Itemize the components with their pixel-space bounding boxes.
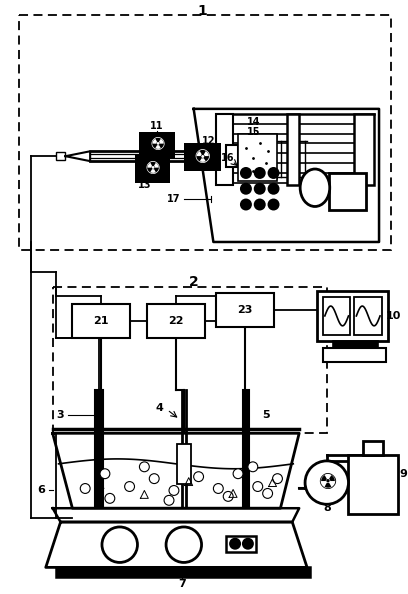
Circle shape bbox=[230, 539, 240, 549]
Text: 1: 1 bbox=[197, 4, 207, 18]
Circle shape bbox=[248, 462, 258, 472]
Bar bbox=[72, 304, 130, 337]
Circle shape bbox=[233, 469, 243, 479]
Text: 15: 15 bbox=[247, 127, 261, 137]
Circle shape bbox=[268, 184, 279, 194]
Circle shape bbox=[194, 472, 204, 482]
Text: 7: 7 bbox=[178, 579, 186, 589]
Bar bbox=[140, 131, 175, 159]
Text: 8: 8 bbox=[323, 503, 330, 513]
Text: 10: 10 bbox=[386, 311, 401, 321]
Text: 16: 16 bbox=[222, 153, 235, 163]
Circle shape bbox=[255, 200, 265, 210]
Bar bbox=[243, 390, 249, 506]
Text: 5: 5 bbox=[262, 409, 269, 419]
Polygon shape bbox=[194, 109, 379, 242]
Bar bbox=[323, 349, 386, 362]
Text: 6: 6 bbox=[37, 485, 45, 495]
Bar bbox=[333, 340, 378, 349]
Circle shape bbox=[125, 482, 135, 491]
Bar bbox=[147, 304, 204, 337]
Bar bbox=[135, 155, 170, 183]
Circle shape bbox=[241, 200, 251, 210]
Circle shape bbox=[268, 168, 279, 178]
Polygon shape bbox=[46, 522, 307, 567]
Bar bbox=[348, 455, 398, 514]
Bar bbox=[184, 143, 221, 171]
Polygon shape bbox=[53, 433, 299, 508]
Circle shape bbox=[80, 484, 90, 494]
Ellipse shape bbox=[300, 169, 330, 207]
Bar bbox=[287, 114, 299, 185]
Text: 23: 23 bbox=[237, 305, 253, 315]
Text: ☢: ☢ bbox=[149, 137, 165, 154]
Circle shape bbox=[255, 184, 265, 194]
Bar bbox=[363, 441, 383, 455]
Circle shape bbox=[164, 495, 174, 505]
Bar bbox=[323, 297, 350, 334]
Circle shape bbox=[241, 184, 251, 194]
Text: 11: 11 bbox=[151, 121, 164, 131]
Bar bbox=[355, 297, 382, 334]
Polygon shape bbox=[65, 151, 90, 161]
Circle shape bbox=[102, 527, 137, 563]
Bar bbox=[177, 444, 191, 484]
Text: 13: 13 bbox=[137, 180, 151, 190]
Text: ☢: ☢ bbox=[144, 160, 160, 178]
Text: 3: 3 bbox=[57, 409, 64, 419]
Text: 2: 2 bbox=[189, 276, 199, 289]
Circle shape bbox=[223, 491, 233, 501]
Text: 14: 14 bbox=[247, 116, 261, 127]
Circle shape bbox=[140, 462, 149, 472]
Text: 12: 12 bbox=[202, 137, 215, 146]
Bar bbox=[95, 390, 103, 506]
Circle shape bbox=[105, 494, 115, 503]
Circle shape bbox=[100, 469, 110, 479]
Bar bbox=[55, 152, 65, 160]
Bar bbox=[355, 114, 374, 185]
Bar bbox=[226, 536, 256, 552]
Text: 9: 9 bbox=[400, 469, 408, 479]
Circle shape bbox=[169, 485, 179, 495]
Circle shape bbox=[213, 484, 223, 494]
Circle shape bbox=[305, 461, 348, 504]
Circle shape bbox=[253, 482, 263, 491]
Text: 4: 4 bbox=[155, 403, 163, 413]
Text: 22: 22 bbox=[168, 316, 184, 326]
Circle shape bbox=[255, 168, 265, 178]
Text: ☢: ☢ bbox=[194, 148, 211, 167]
Text: 17: 17 bbox=[167, 194, 181, 204]
Text: ☢: ☢ bbox=[317, 473, 337, 492]
Text: 21: 21 bbox=[93, 316, 109, 326]
Circle shape bbox=[241, 168, 251, 178]
Circle shape bbox=[273, 473, 282, 484]
Bar bbox=[55, 567, 310, 577]
Circle shape bbox=[149, 473, 159, 484]
Circle shape bbox=[166, 527, 202, 563]
Circle shape bbox=[263, 488, 273, 498]
Bar bbox=[216, 114, 233, 185]
Bar bbox=[216, 293, 273, 327]
Bar bbox=[329, 173, 366, 210]
Bar bbox=[317, 291, 388, 340]
Polygon shape bbox=[53, 508, 299, 522]
Circle shape bbox=[243, 539, 253, 549]
Circle shape bbox=[268, 200, 279, 210]
Bar bbox=[238, 134, 277, 181]
Bar bbox=[226, 146, 238, 167]
